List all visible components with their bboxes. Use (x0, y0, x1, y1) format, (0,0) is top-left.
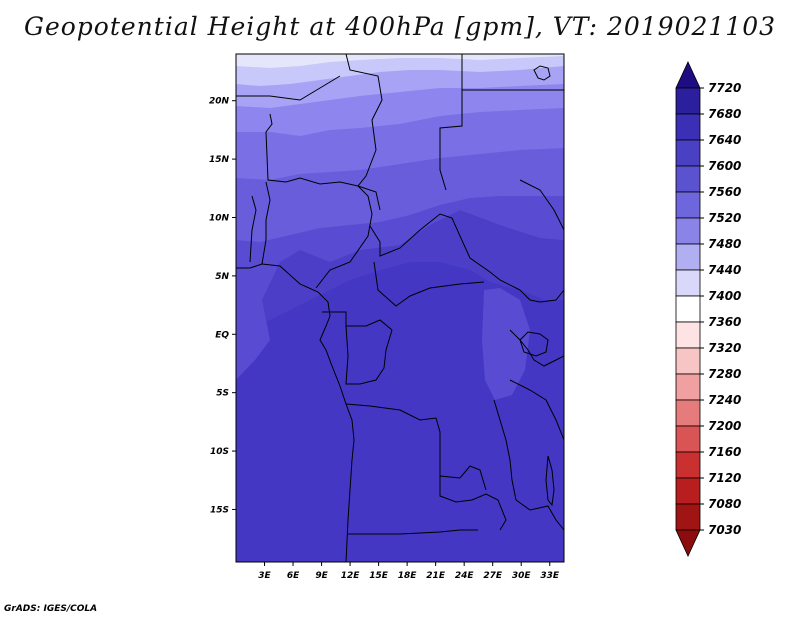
map-frame (235, 53, 565, 563)
lon-tick-label: 24E (455, 571, 475, 581)
lat-tick-label: 15S (210, 505, 229, 515)
west-africa-coastline (236, 263, 355, 562)
field-band-9 (236, 54, 564, 68)
colorbar-segment (675, 399, 701, 427)
colorbar-label: 7520 (708, 211, 741, 225)
benin-togo-border (249, 195, 257, 263)
lat-tick-label: 5N (215, 272, 229, 282)
lon-tick-label: 27E (483, 571, 503, 581)
colorbar-label: 7480 (708, 237, 741, 251)
colorbar-segment (675, 503, 701, 531)
angola-namibia-border (348, 529, 478, 535)
colorbar-label: 7680 (708, 107, 741, 121)
colorbar-label: 7320 (708, 341, 741, 355)
colorbar-segment (675, 269, 701, 297)
algeria-niger-border (236, 75, 341, 101)
colorbar-label: 7280 (708, 367, 741, 381)
car-drc-border (373, 261, 485, 307)
colorbar-segment (675, 477, 701, 505)
map-title: Geopotential Height at 400hPa [gpm], VT:… (23, 12, 777, 41)
lon-tick-label: 18E (398, 571, 418, 581)
colorbar-segment (675, 165, 701, 193)
colorbar-segment (675, 373, 701, 401)
lake-malawi (545, 455, 555, 507)
colorbar-label: 7360 (708, 315, 741, 329)
colorbar-segment (675, 113, 701, 141)
colorbar-label: 7080 (708, 497, 741, 511)
ethiopia-border (519, 179, 564, 231)
colorbar-label: 7640 (708, 133, 741, 147)
colorbar-segment (675, 529, 701, 557)
east-africa-border (519, 289, 564, 303)
colorbar-label: 7720 (708, 81, 741, 95)
lon-tick-label: 21E (426, 571, 446, 581)
mozambique-coast (515, 499, 564, 531)
colorbar-label: 7240 (708, 393, 741, 407)
lat-tick-label: 10S (210, 447, 229, 457)
colorbar-segment (675, 61, 701, 89)
lat-tick-label: 20N (209, 97, 230, 107)
longitude-axis: 3E 6E 9E 12E 15E 18E 21E 24E 27E 30E 33E (258, 562, 560, 581)
colorbar-label: 7440 (708, 263, 741, 277)
lat-tick-label: 10N (209, 213, 230, 223)
colorbar-label: 7400 (708, 289, 741, 303)
colorbar-segment (675, 191, 701, 219)
great-lakes-tanganyika (493, 399, 517, 501)
colorbar-segment (675, 217, 701, 245)
lon-tick-label: 9E (315, 571, 328, 581)
colorbar-segment (675, 295, 701, 323)
lat-tick-label: 5S (216, 389, 229, 399)
lon-tick-label: 6E (287, 571, 300, 581)
colorbar-label: 7560 (708, 185, 741, 199)
grads-credit: GrADS: IGES/COLA (4, 604, 98, 614)
height-field (236, 54, 564, 562)
congo-border (345, 325, 393, 385)
colorbar-label: 7200 (708, 419, 741, 433)
colorbar-segment (675, 139, 701, 167)
tanzania-border (509, 379, 564, 441)
red-sea-coast (533, 65, 551, 81)
coastlines-borders (236, 54, 564, 562)
colorbar-segment (675, 451, 701, 479)
lake-victoria (519, 331, 549, 357)
colorbar-label: 7120 (708, 471, 741, 485)
lon-tick-label: 30E (512, 571, 532, 581)
lon-tick-label: 15E (369, 571, 389, 581)
lon-tick-label: 12E (341, 571, 361, 581)
nigeria-border (261, 181, 271, 265)
latitude-axis: 20N 15N 10N 5N EQ 5S 10S 15S (209, 97, 236, 515)
colorbar-label: 7160 (708, 445, 741, 459)
field-band-10 (482, 288, 530, 400)
cameroon-gabon-border (322, 311, 393, 331)
sudan-northern-border (439, 54, 463, 191)
colorbar-segment (675, 321, 701, 349)
libya-egypt-border (345, 54, 383, 211)
lat-tick-label: 15N (209, 155, 230, 165)
colorbar-label: 7600 (708, 159, 741, 173)
colorbar-segment (675, 347, 701, 375)
nigeria-chad-border (315, 185, 373, 289)
zambia-border (439, 476, 507, 531)
colorbar-segment (675, 425, 701, 453)
lon-tick-label: 33E (540, 571, 560, 581)
colorbar-segment (675, 87, 701, 115)
lon-tick-label: 3E (258, 571, 271, 581)
colorbar: 7720 7680 7640 7600 7560 7520 7480 7440 7400 7360… (675, 61, 741, 557)
colorbar-label: 7030 (708, 523, 741, 537)
niger-mali-border (265, 113, 359, 187)
lat-tick-label: EQ (215, 330, 229, 340)
colorbar-segment (675, 243, 701, 271)
car-border (369, 213, 521, 291)
drc-angola-border (345, 403, 487, 491)
